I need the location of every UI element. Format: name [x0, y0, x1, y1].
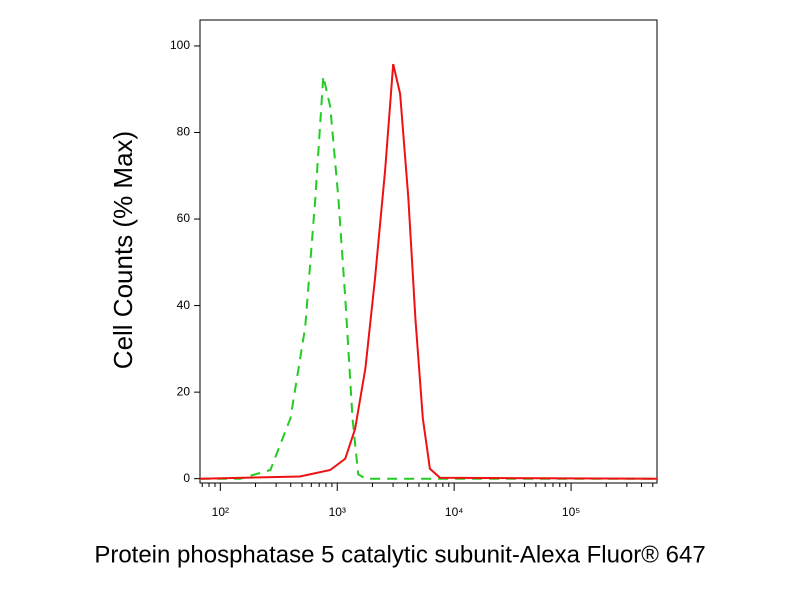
x-tick-label: 10⁴ [445, 505, 464, 519]
series-line [199, 63, 658, 480]
y-tick-label: 100 [170, 38, 190, 52]
y-tick-label: 60 [177, 211, 191, 225]
x-tick-label: 10² [212, 505, 229, 519]
y-tick-label: 20 [177, 384, 191, 398]
x-axis-label: Protein phosphatase 5 catalytic subunit-… [94, 541, 705, 568]
plot-frame [199, 19, 658, 484]
y-tick-label: 0 [183, 471, 190, 485]
x-tick-label: 10³ [329, 505, 346, 519]
y-axis-label: Cell Counts (% Max) [108, 131, 138, 369]
y-tick-label: 40 [177, 298, 191, 312]
series-line [200, 76, 657, 480]
x-tick-label: 10⁵ [562, 505, 580, 519]
y-tick-label: 80 [177, 125, 191, 139]
